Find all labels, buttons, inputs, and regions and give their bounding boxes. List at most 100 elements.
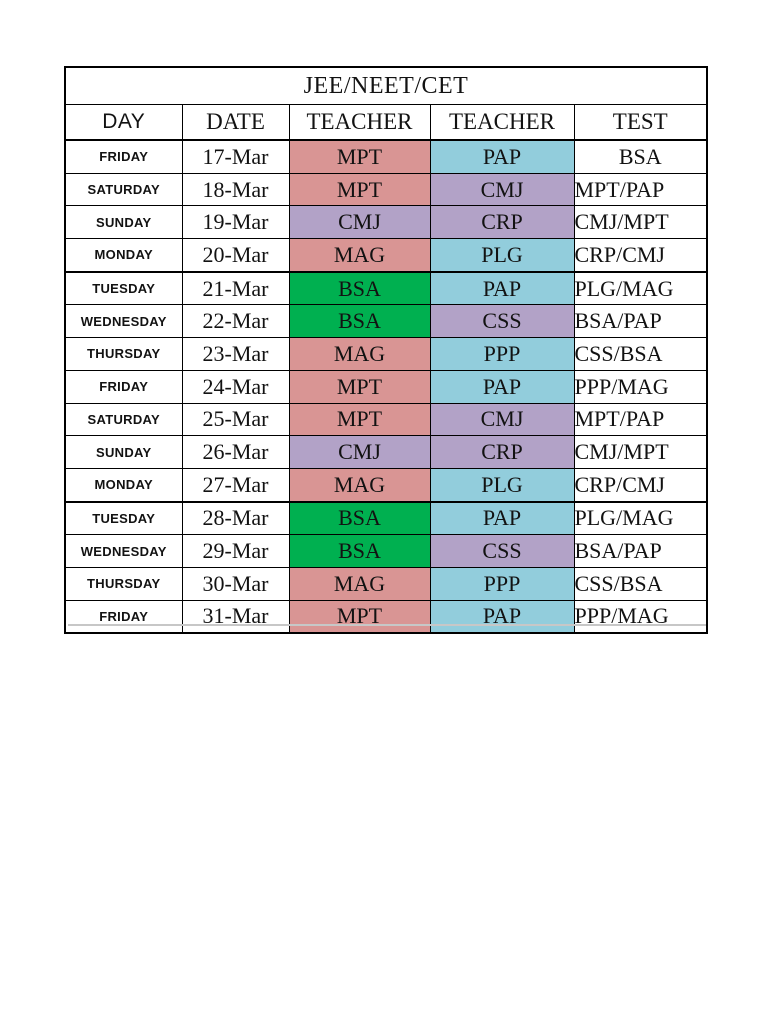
teacher2-cell: CSS (429, 534, 575, 568)
teacher1-cell: MAG (288, 337, 431, 371)
teacher2-cell: PAP (429, 139, 575, 174)
date-cell: 25-Mar (181, 402, 290, 437)
date-cell: 24-Mar (181, 369, 290, 404)
test-cell: MPT/PAP (573, 172, 708, 207)
day-cell: TUESDAY (64, 501, 183, 536)
table-row: FRIDAY 31-Mar MPT PAP PPP/MAG (64, 599, 708, 634)
teacher2-cell: CRP (429, 435, 575, 469)
table-row: SUNDAY 26-Mar CMJ CRP CMJ/MPT (64, 435, 708, 469)
column-header-date: DATE (181, 104, 290, 141)
teacher1-cell: MPT (288, 369, 431, 404)
date-cell: 30-Mar (181, 566, 290, 601)
date-cell: 17-Mar (181, 139, 290, 174)
teacher1-cell: MAG (288, 467, 431, 503)
test-cell: PPP/MAG (573, 369, 708, 404)
teacher2-cell: CRP (429, 205, 575, 240)
teacher2-cell: PAP (429, 501, 575, 536)
table-row: SATURDAY 18-Mar MPT CMJ MPT/PAP (64, 172, 708, 207)
teacher1-cell: MPT (288, 402, 431, 437)
test-cell: CSS/BSA (573, 337, 708, 371)
day-cell: FRIDAY (64, 139, 183, 174)
table-row: WEDNESDAY 22-Mar BSA CSS BSA/PAP (64, 304, 708, 339)
teacher2-cell: CMJ (429, 172, 575, 207)
day-cell: SATURDAY (64, 402, 183, 437)
table-row: SATURDAY 25-Mar MPT CMJ MPT/PAP (64, 402, 708, 437)
teacher2-cell: PAP (429, 369, 575, 404)
teacher2-cell: PLG (429, 238, 575, 273)
day-cell: SATURDAY (64, 172, 183, 207)
test-cell: CMJ/MPT (573, 205, 708, 240)
day-cell: SUNDAY (64, 205, 183, 240)
teacher2-cell: PAP (429, 599, 575, 634)
teacher1-cell: CMJ (288, 435, 431, 469)
teacher1-cell: CMJ (288, 205, 431, 240)
test-cell: PPP/MAG (573, 599, 708, 634)
table-row: WEDNESDAY 29-Mar BSA CSS BSA/PAP (64, 534, 708, 568)
test-cell: CMJ/MPT (573, 435, 708, 469)
teacher2-cell: PLG (429, 467, 575, 503)
teacher2-cell: CMJ (429, 402, 575, 437)
teacher2-cell: PPP (429, 337, 575, 371)
test-cell: BSA/PAP (573, 534, 708, 568)
test-cell: PLG/MAG (573, 271, 708, 306)
table-row: THURSDAY 23-Mar MAG PPP CSS/BSA (64, 337, 708, 371)
teacher1-cell: MAG (288, 566, 431, 601)
column-header-teacher1: TEACHER (288, 104, 431, 141)
table-row: THURSDAY 30-Mar MAG PPP CSS/BSA (64, 566, 708, 601)
day-cell: FRIDAY (64, 369, 183, 404)
test-cell: BSA (573, 139, 708, 174)
day-cell: THURSDAY (64, 337, 183, 371)
title-row: JEE/NEET/CET (64, 66, 708, 105)
table-row: FRIDAY 17-Mar MPT PAP BSA (64, 139, 708, 174)
teacher1-cell: BSA (288, 501, 431, 536)
day-cell: THURSDAY (64, 566, 183, 601)
date-cell: 29-Mar (181, 534, 290, 568)
day-cell: SUNDAY (64, 435, 183, 469)
day-cell: WEDNESDAY (64, 534, 183, 568)
table-row: TUESDAY 21-Mar BSA PAP PLG/MAG (64, 271, 708, 306)
table-title: JEE/NEET/CET (64, 66, 708, 105)
column-header-test: TEST (573, 104, 708, 141)
teacher1-cell: BSA (288, 304, 431, 339)
table-row: MONDAY 27-Mar MAG PLG CRP/CMJ (64, 467, 708, 503)
date-cell: 28-Mar (181, 501, 290, 536)
table-row: FRIDAY 24-Mar MPT PAP PPP/MAG (64, 369, 708, 404)
teacher2-cell: PPP (429, 566, 575, 601)
day-cell: TUESDAY (64, 271, 183, 306)
column-header-teacher2: TEACHER (429, 104, 575, 141)
teacher2-cell: CSS (429, 304, 575, 339)
date-cell: 23-Mar (181, 337, 290, 371)
day-cell: WEDNESDAY (64, 304, 183, 339)
test-cell: CRP/CMJ (573, 467, 708, 503)
teacher1-cell: BSA (288, 534, 431, 568)
date-cell: 26-Mar (181, 435, 290, 469)
date-cell: 22-Mar (181, 304, 290, 339)
test-cell: BSA/PAP (573, 304, 708, 339)
date-cell: 20-Mar (181, 238, 290, 273)
teacher1-cell: BSA (288, 271, 431, 306)
column-header-row: DAY DATE TEACHER TEACHER TEST (64, 104, 708, 141)
table-row: TUESDAY 28-Mar BSA PAP PLG/MAG (64, 501, 708, 536)
day-cell: MONDAY (64, 238, 183, 273)
teacher2-cell: PAP (429, 271, 575, 306)
table-bottom-shadow (68, 624, 706, 626)
teacher1-cell: MPT (288, 172, 431, 207)
date-cell: 31-Mar (181, 599, 290, 634)
date-cell: 18-Mar (181, 172, 290, 207)
table-row: SUNDAY 19-Mar CMJ CRP CMJ/MPT (64, 205, 708, 240)
column-header-day: DAY (64, 104, 183, 141)
date-cell: 21-Mar (181, 271, 290, 306)
test-cell: CRP/CMJ (573, 238, 708, 273)
test-cell: CSS/BSA (573, 566, 708, 601)
date-cell: 27-Mar (181, 467, 290, 503)
day-cell: MONDAY (64, 467, 183, 503)
date-cell: 19-Mar (181, 205, 290, 240)
teacher1-cell: MPT (288, 139, 431, 174)
test-cell: MPT/PAP (573, 402, 708, 437)
schedule-table: JEE/NEET/CET DAY DATE TEACHER TEACHER TE… (64, 66, 708, 635)
table-row: MONDAY 20-Mar MAG PLG CRP/CMJ (64, 238, 708, 273)
test-cell: PLG/MAG (573, 501, 708, 536)
teacher1-cell: MPT (288, 599, 431, 634)
teacher1-cell: MAG (288, 238, 431, 273)
